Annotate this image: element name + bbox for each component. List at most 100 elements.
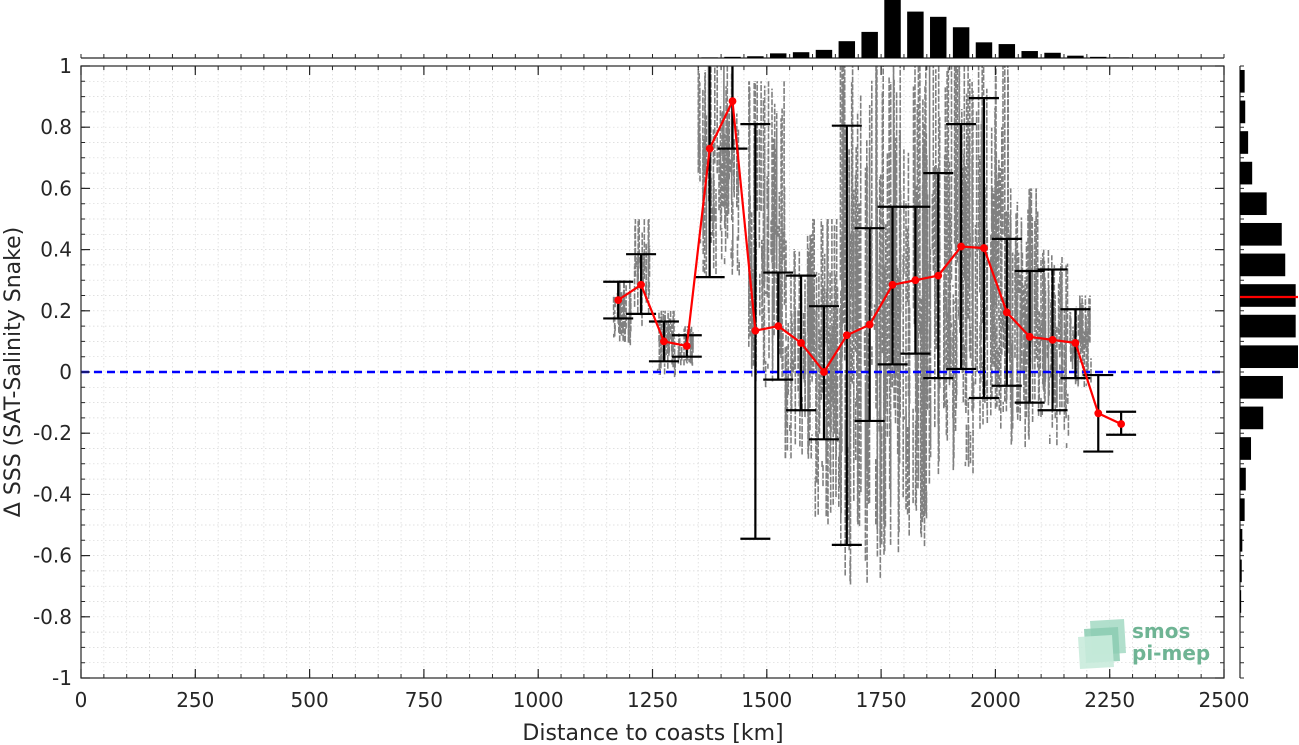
y-tick-label: -1 — [52, 666, 72, 690]
mean-point — [865, 320, 874, 329]
y-tick-label: 0.4 — [40, 238, 72, 262]
right-hist-bar — [1240, 222, 1282, 246]
top-hist-bar — [952, 27, 970, 58]
right-hist-bar — [1240, 559, 1242, 583]
right-hist-bar — [1240, 314, 1296, 338]
mean-point — [682, 342, 691, 350]
top-hist-bar — [975, 42, 993, 58]
top-hist-bar — [770, 53, 787, 58]
top-hist-bar — [907, 11, 924, 59]
right-hist-bar — [1240, 590, 1242, 613]
top-hist-bar — [792, 52, 810, 58]
top-hist-ticks — [80, 54, 1225, 58]
mean-point — [1025, 332, 1034, 341]
smos-pimep-logo: smos pi-mep — [1076, 617, 1216, 669]
y-tick-label: -0.4 — [33, 482, 72, 506]
right-hist-ticks — [1240, 65, 1244, 679]
y-tick-label: -0.6 — [33, 544, 72, 568]
top-hist-bar — [1112, 57, 1130, 58]
x-tick-label: 2500 — [1199, 688, 1250, 712]
mean-point — [911, 276, 920, 285]
x-axis-label: Distance to coasts [km] — [522, 721, 783, 745]
x-tick-label: 750 — [405, 688, 443, 712]
mean-point — [820, 368, 828, 376]
y-tick-label: 0 — [59, 360, 72, 384]
mean-point — [957, 242, 966, 251]
x-tick-label: 250 — [176, 688, 214, 712]
mean-point — [888, 280, 897, 289]
logo-text-smos: smos — [1132, 619, 1191, 643]
right-hist-bar — [1240, 498, 1245, 522]
right-hist-bar — [1240, 375, 1283, 399]
top-hist-bar — [998, 44, 1016, 58]
mean-point — [660, 337, 668, 346]
top-hist-bar — [838, 41, 856, 58]
right-histogram — [1239, 65, 1298, 679]
mean-point — [1094, 409, 1103, 418]
error-bar — [694, 66, 725, 279]
x-tick-label: 1250 — [627, 688, 678, 712]
right-hist-bar — [1240, 437, 1252, 460]
mean-point — [1117, 420, 1126, 428]
top-hist-bar — [1044, 52, 1061, 58]
y-axis-ticks: -1 -0.8 -0.6 -0.4 -0.2 0 0.2 0.4 0.6 0.8 1 — [33, 54, 1224, 690]
x-tick-label: 0 — [75, 688, 88, 712]
right-hist-bar — [1240, 284, 1296, 307]
error-bars — [603, 66, 1137, 546]
top-hist-bar — [930, 16, 947, 58]
mean-point — [728, 97, 737, 106]
top-hist-bar — [861, 31, 878, 58]
mean-point — [751, 326, 760, 335]
mean-point — [1048, 335, 1057, 344]
x-tick-label: 1500 — [741, 688, 792, 712]
mean-point — [614, 296, 623, 304]
x-tick-label: 2250 — [1084, 688, 1135, 712]
right-hist-bar — [1240, 161, 1253, 185]
right-hist-bar — [1240, 100, 1246, 124]
right-hist-bar — [1240, 528, 1243, 552]
x-axis-ticks: 0 250 500 750 1000 1250 1500 1750 2000 2250 2500 — [75, 66, 1250, 712]
mean-point — [705, 144, 714, 153]
top-histogram — [80, 0, 1225, 59]
right-hist-bar — [1240, 406, 1264, 430]
top-hist-bar — [1067, 55, 1084, 58]
mean-point — [934, 271, 943, 280]
scatter-cloud — [612, 66, 1092, 585]
right-hist-bar — [1240, 69, 1245, 93]
y-tick-label: -0.8 — [33, 605, 72, 629]
y-tick-label: 0.8 — [40, 115, 72, 139]
top-hist-bar — [747, 56, 764, 58]
top-hist-bar — [884, 0, 901, 58]
top-hist-bar — [724, 56, 741, 58]
top-hist-bar — [1021, 51, 1038, 58]
y-tick-label: 0.2 — [40, 299, 72, 323]
right-hist-bar — [1240, 192, 1267, 216]
mean-point — [637, 280, 645, 289]
mean-point — [1002, 308, 1011, 317]
y-tick-label: 1 — [59, 54, 72, 78]
y-tick-label: -0.2 — [33, 421, 72, 445]
main-plot: 0 250 500 750 1000 1250 1500 1750 2000 2250 2500 -… — [33, 54, 1249, 712]
scatter-points — [612, 66, 1092, 585]
mean-point — [774, 322, 783, 331]
top-hist-bar — [701, 57, 718, 58]
right-hist-bar — [1240, 131, 1249, 154]
top-hist-bar — [1090, 56, 1107, 58]
y-tick-label: 0.6 — [40, 176, 72, 200]
mean-point — [797, 339, 805, 347]
top-hist-bar — [815, 49, 833, 58]
x-tick-label: 1750 — [856, 688, 907, 712]
mean-point — [980, 244, 988, 252]
right-hist-bar — [1240, 467, 1246, 491]
x-tick-label: 2000 — [970, 688, 1021, 712]
logo-mark — [1078, 619, 1126, 669]
mean-point — [1071, 339, 1080, 347]
right-hist-bar — [1240, 345, 1298, 369]
x-tick-label: 500 — [291, 688, 329, 712]
mean-series — [614, 97, 1126, 428]
mean-point — [842, 331, 851, 340]
logo-text-pimep: pi-mep — [1132, 641, 1211, 665]
x-tick-label: 1000 — [513, 688, 564, 712]
y-axis-label: Δ SSS (SAT-Salinity Snake) — [1, 227, 26, 517]
